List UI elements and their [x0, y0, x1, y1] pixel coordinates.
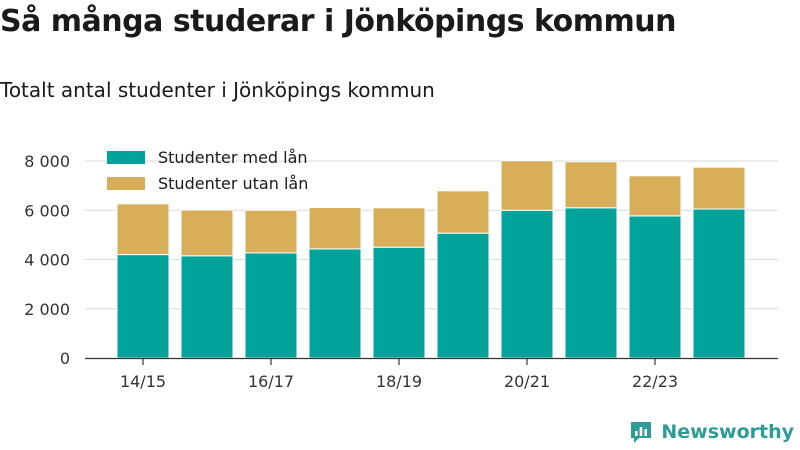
y-tick-label: 2 000: [24, 300, 70, 319]
bar-students-without-loan: [308, 207, 362, 250]
bar-students-without-loan: [564, 161, 618, 209]
axes: 0 2 000 4 000 6 000 8 000 14/15 16/17 18/19 20/2…: [24, 152, 778, 391]
bars: [116, 160, 746, 359]
bar-students-with-loan: [180, 255, 234, 359]
bar-students-without-loan: [116, 203, 170, 256]
bar-students-with-loan: [628, 215, 682, 359]
newsworthy-logo-icon: [631, 422, 652, 443]
legend-swatch: [107, 177, 145, 190]
x-tick-label: 16/17: [248, 372, 294, 391]
bar-students-with-loan: [372, 246, 426, 359]
bar-students-with-loan: [436, 232, 490, 359]
y-tick-label: 8 000: [24, 152, 70, 171]
x-tick-label: 20/21: [504, 372, 550, 391]
y-tick-label: 0: [60, 349, 70, 368]
brand-name: Newsworthy: [661, 421, 794, 443]
bar-students-without-loan: [180, 209, 234, 257]
legend-swatch: [107, 151, 145, 164]
legend-label: Studenter utan lån: [158, 174, 308, 193]
legend-label: Studenter med lån: [158, 148, 308, 167]
bar-students-without-loan: [500, 160, 554, 211]
bar-students-without-loan: [628, 175, 682, 217]
bar-students-with-loan: [244, 252, 298, 359]
bar-students-without-loan: [436, 190, 490, 234]
newsworthy-brand: Newsworthy: [629, 420, 794, 444]
bar-students-with-loan: [692, 208, 746, 359]
bar-students-with-loan: [116, 254, 170, 359]
chart-subtitle: Totalt antal studenter i Jönköpings komm…: [0, 78, 435, 102]
legend: Studenter med lån Studenter utan lån: [107, 148, 308, 193]
bar-students-with-loan: [500, 209, 554, 359]
y-tick-label: 4 000: [24, 251, 70, 270]
y-tick-label: 6 000: [24, 201, 70, 220]
bar-students-without-loan: [244, 209, 298, 254]
bar-students-without-loan: [692, 166, 746, 210]
x-tick-label: 22/23: [632, 372, 678, 391]
x-tick-label: 14/15: [120, 372, 166, 391]
bar-students-without-loan: [372, 207, 426, 248]
x-tick-label: 18/19: [376, 372, 422, 391]
bar-students-with-loan: [564, 207, 618, 359]
stacked-bar-chart: 0 2 000 4 000 6 000 8 000 14/15 16/17 18/19 20/2…: [24, 148, 778, 391]
chart-title: Så många studerar i Jönköpings kommun: [0, 4, 676, 39]
bar-students-with-loan: [308, 248, 362, 359]
